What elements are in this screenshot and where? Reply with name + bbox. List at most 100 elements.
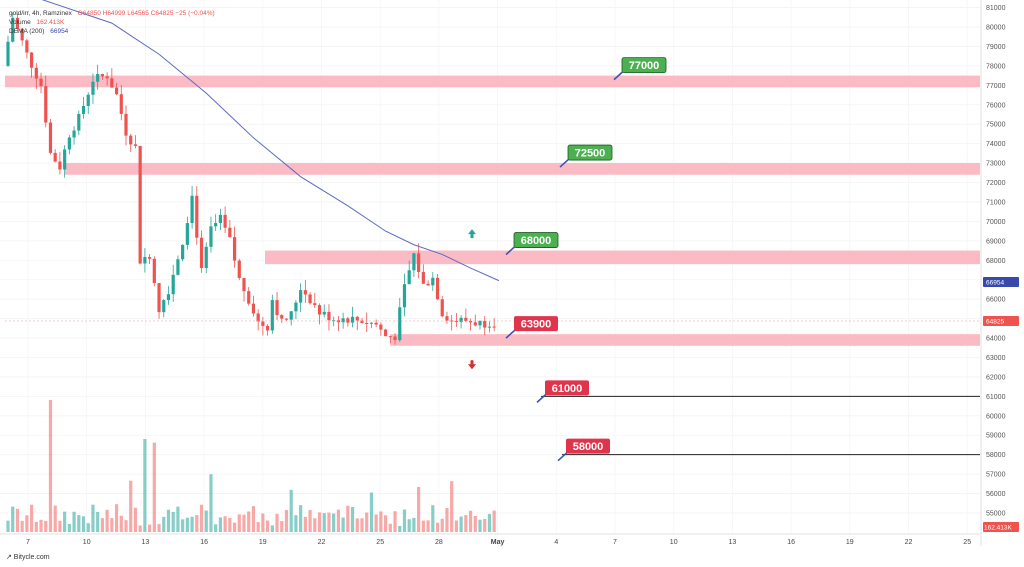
volume-bar <box>77 515 81 532</box>
price-tick-label: 58000 <box>986 452 1006 459</box>
candle <box>398 297 402 342</box>
price-tick-label: 78000 <box>986 63 1006 70</box>
dema-price-badge: 66954 <box>983 277 1019 287</box>
zone-band <box>65 163 980 175</box>
volume-bar <box>365 512 369 532</box>
volume-bar <box>388 523 392 532</box>
level-box <box>513 232 559 248</box>
candle <box>86 92 90 114</box>
volume-bar <box>445 508 449 532</box>
volume-bar <box>228 517 232 532</box>
volume-bar <box>417 487 421 532</box>
volume-bar <box>266 520 270 532</box>
time-tick-label: May <box>491 539 505 546</box>
direction-arrows <box>468 229 476 370</box>
volume-bar <box>190 516 194 532</box>
volume-bar <box>284 509 289 532</box>
volume-bar <box>294 515 298 532</box>
volume-bar <box>218 517 222 532</box>
price-tick-label: 61000 <box>986 394 1006 401</box>
volume-bar <box>478 519 482 532</box>
time-tick-label: 28 <box>435 539 443 546</box>
candle <box>67 135 71 155</box>
candle <box>11 12 15 43</box>
candle <box>478 320 482 330</box>
candle <box>275 292 279 320</box>
candle <box>417 243 421 279</box>
volume-bar <box>350 506 355 532</box>
candle <box>355 315 359 330</box>
volume-bar <box>251 506 256 532</box>
level-box <box>567 144 613 161</box>
price-axis: 55000 56000 57000 58000 59000 60000 61000 62000… <box>986 5 1006 517</box>
candle <box>256 309 260 331</box>
candle <box>237 258 241 281</box>
legend-symbol: gold/irr, 4h, Ramzinex O64850 H64999 L64… <box>9 10 215 17</box>
volume-bar <box>237 514 241 532</box>
volume-bar <box>346 505 350 532</box>
target-lines <box>541 395 980 456</box>
level-value: 72500 <box>575 148 606 160</box>
price-tick-label: 69000 <box>986 238 1006 245</box>
volume-bar <box>15 508 20 532</box>
candle <box>341 312 345 329</box>
candle <box>393 333 397 345</box>
volume-bar <box>72 511 76 532</box>
volume-bar <box>39 519 43 532</box>
candle <box>20 27 24 46</box>
volume-bar <box>402 509 407 532</box>
price-tick-label: 62000 <box>986 374 1006 381</box>
price-tick-label: 60000 <box>986 413 1006 420</box>
time-tick-label: 19 <box>259 539 267 546</box>
volume-bar <box>166 509 171 532</box>
price-tick-label: 79000 <box>986 44 1006 51</box>
level-box <box>545 380 589 396</box>
candle <box>110 68 114 88</box>
zone-band <box>265 250 980 265</box>
volume-bar <box>435 522 440 532</box>
volume-bar <box>119 515 123 532</box>
candle <box>459 315 463 329</box>
price-tick-label: 55000 <box>986 511 1006 518</box>
candle <box>450 315 454 331</box>
time-tick-label: 22 <box>318 539 326 546</box>
zone-band <box>390 334 980 346</box>
candle <box>34 62 38 89</box>
candle <box>119 84 123 121</box>
volume-bar <box>360 518 364 532</box>
brand-watermark: ↗ Bitycle.com <box>6 554 50 561</box>
volume-bar <box>6 520 10 532</box>
candle <box>15 13 20 32</box>
candle <box>464 308 468 323</box>
price-tick-label: 77000 <box>986 83 1006 90</box>
time-tick-label: 22 <box>905 539 913 546</box>
candle <box>483 316 487 336</box>
volume-bar <box>148 524 152 532</box>
volume-bar <box>426 520 430 532</box>
volume-bar <box>199 504 204 532</box>
price-tick-label: 81000 <box>986 5 1006 12</box>
volume-bar <box>308 510 312 532</box>
candle <box>294 300 298 320</box>
candle <box>308 292 312 305</box>
candle <box>270 294 274 334</box>
candle <box>185 216 189 250</box>
volume-bar <box>327 512 331 532</box>
dema-line <box>41 0 500 282</box>
volume-bar <box>162 516 166 532</box>
candle <box>30 52 34 78</box>
volume-bar <box>275 513 279 532</box>
volume-bar <box>133 507 138 532</box>
volume-bar <box>303 516 307 532</box>
volume-bar <box>464 515 468 532</box>
zone-band <box>5 75 980 88</box>
candle <box>242 277 246 302</box>
candle <box>157 283 161 319</box>
volume-bar <box>143 439 147 532</box>
time-tick-label: 7 <box>613 539 617 546</box>
volume-bar <box>336 509 340 532</box>
volume-bar <box>393 511 397 532</box>
level-label-68000: 68000 <box>505 232 559 256</box>
candle <box>124 105 128 146</box>
